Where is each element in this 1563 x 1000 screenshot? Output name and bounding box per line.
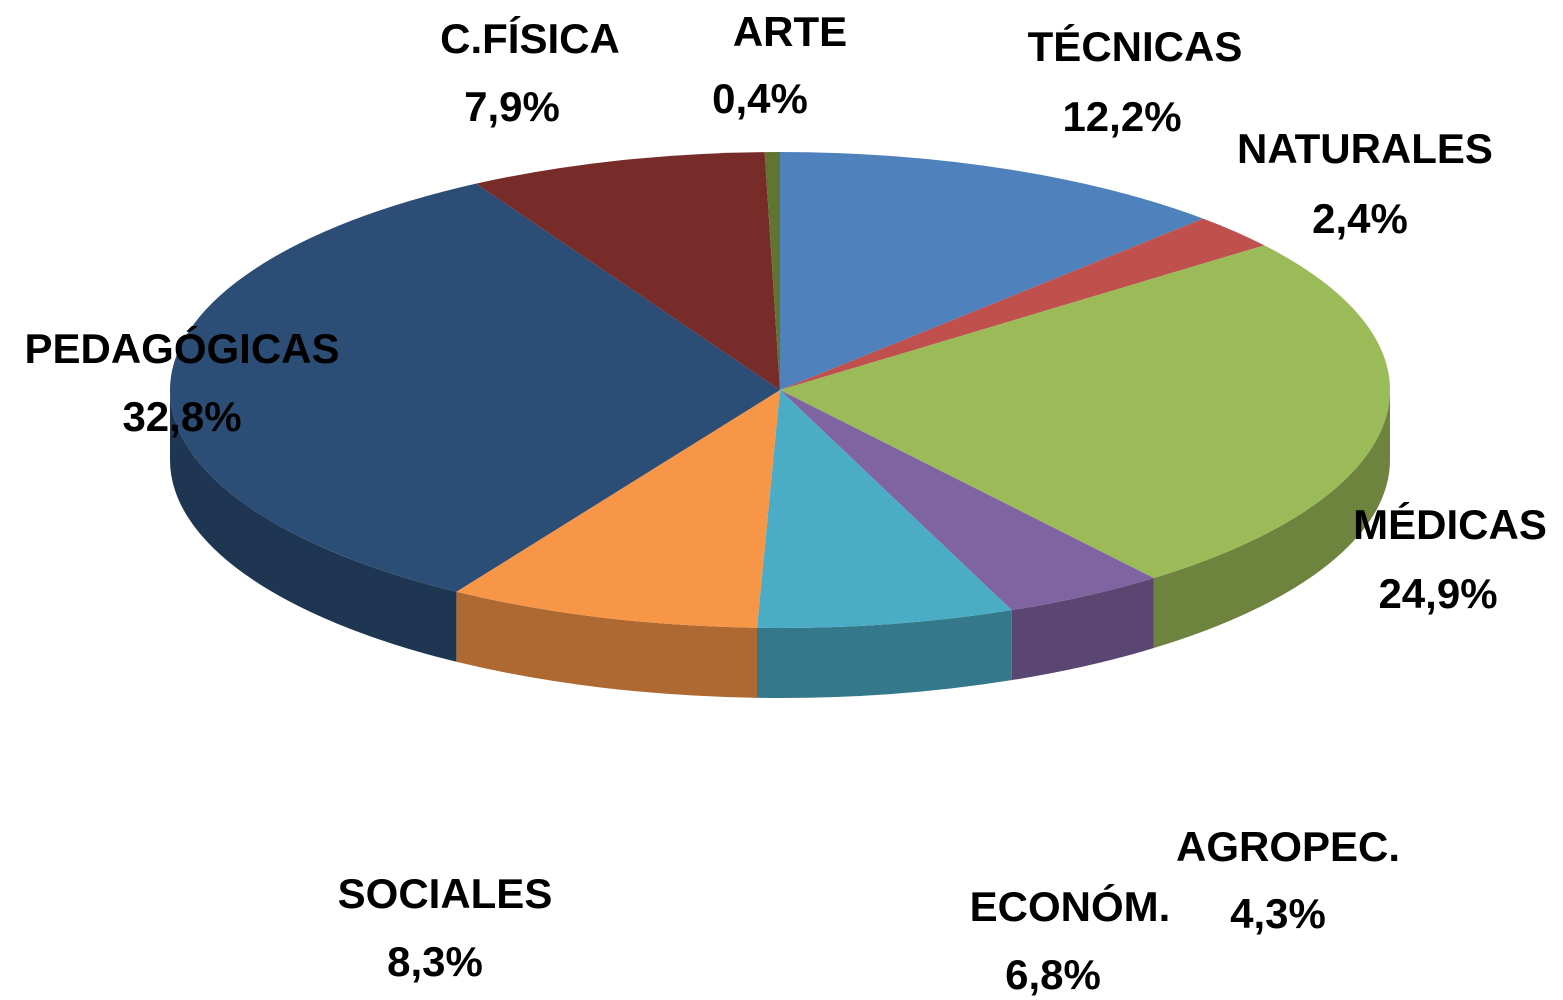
- value-label: 24,9%: [1378, 570, 1497, 617]
- slice: [757, 390, 1012, 628]
- slice: [780, 390, 1154, 611]
- slice: [780, 152, 1204, 390]
- slice: [476, 152, 780, 390]
- slice-side: [1011, 578, 1154, 681]
- slice-side: [456, 591, 758, 698]
- slice-side: [170, 390, 457, 662]
- value-label: 7,9%: [464, 83, 560, 130]
- slice: [764, 152, 780, 390]
- slice-side: [1153, 390, 1390, 649]
- category-label: C.FÍSICA: [440, 15, 620, 62]
- value-label: 4,3%: [1230, 890, 1326, 937]
- value-label: 32,8%: [122, 393, 241, 440]
- category-label: SOCIALES: [338, 870, 553, 917]
- slice: [456, 390, 780, 628]
- value-label: 6,8%: [1005, 951, 1101, 998]
- category-label: NATURALES: [1237, 125, 1493, 172]
- value-label: 12,2%: [1062, 93, 1181, 140]
- value-label: 0,4%: [712, 75, 808, 122]
- value-label: 8,3%: [387, 938, 483, 985]
- category-label: ARTE: [733, 8, 847, 55]
- slice: [780, 218, 1265, 390]
- value-label: 2,4%: [1312, 195, 1408, 242]
- category-label: TÉCNICAS: [1028, 23, 1243, 70]
- category-label: PEDAGÓGICAS: [24, 324, 339, 372]
- category-label: ECONÓM.: [970, 882, 1171, 930]
- slice: [169, 183, 781, 592]
- slice-side: [757, 610, 1012, 698]
- category-label: MÉDICAS: [1353, 501, 1547, 548]
- slice: [780, 245, 1390, 579]
- category-label: AGROPEC.: [1176, 823, 1400, 870]
